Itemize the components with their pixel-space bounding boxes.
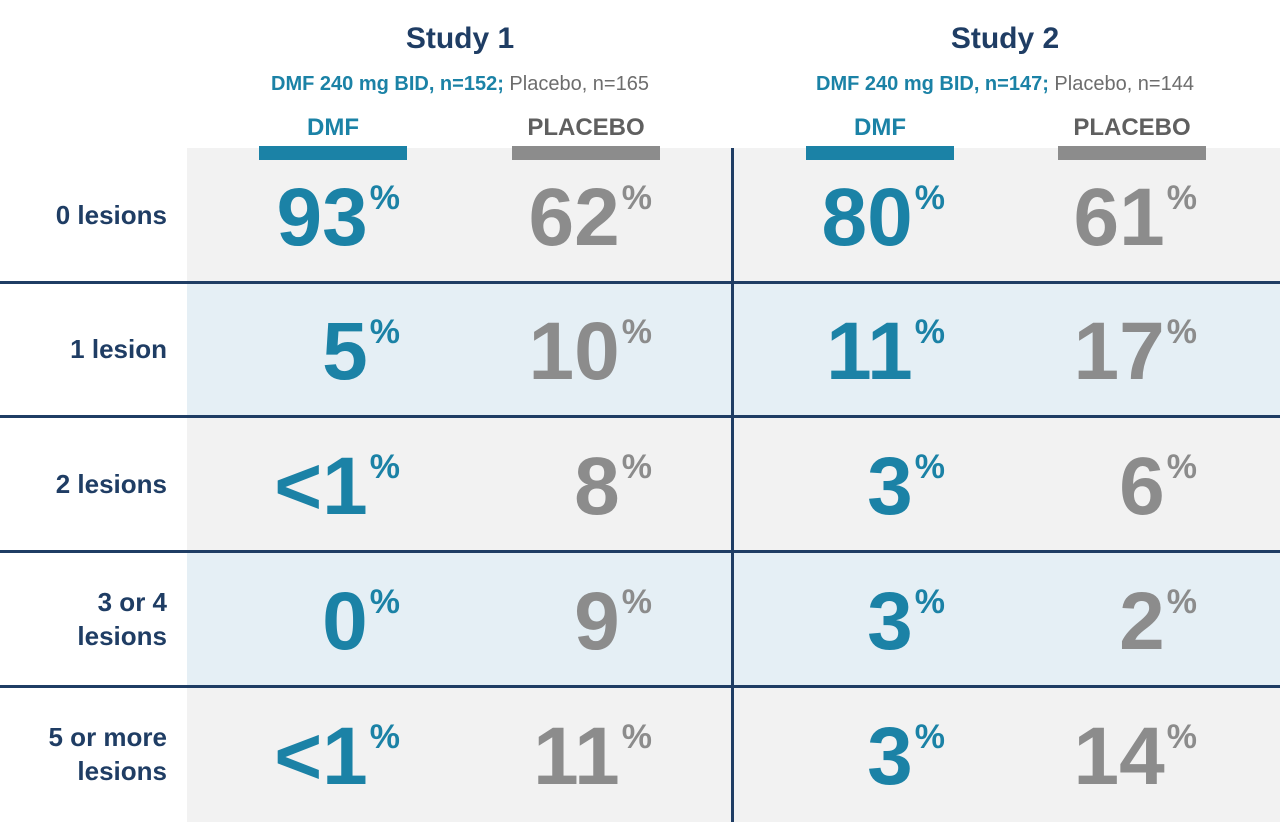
cell-value: 9 <box>574 575 620 667</box>
cell: 62% <box>529 177 652 259</box>
cell-value: 3 <box>867 440 913 532</box>
cell: 8% <box>574 445 652 528</box>
cell-unit: % <box>914 582 945 621</box>
cell-unit: % <box>621 447 652 486</box>
cell: 17% <box>1074 311 1197 393</box>
study-subtitle: DMF 240 mg BID, n=147; Placebo, n=144 <box>725 73 1280 96</box>
cell-unit: % <box>369 447 400 486</box>
cell: 10% <box>529 311 652 393</box>
cell-unit: % <box>914 718 945 756</box>
study-title: Study 2 <box>950 22 1060 55</box>
cell-unit: % <box>1166 313 1197 351</box>
dose-text: DMF 240 mg BID, n=152; <box>271 73 504 95</box>
column-bar <box>259 146 407 160</box>
cell: 2% <box>1119 580 1197 663</box>
cell-unit: % <box>369 718 400 756</box>
cell-value: 80 <box>821 172 913 263</box>
row-label: 3 or 4 lesions <box>77 586 167 651</box>
cell-unit: % <box>621 718 652 756</box>
cell-unit: % <box>1166 179 1197 217</box>
column-label: DMF <box>854 114 906 141</box>
column-bar <box>1058 146 1206 160</box>
study-subtitle: DMF 240 mg BID, n=152; Placebo, n=165 <box>180 73 740 96</box>
cell-unit: % <box>621 179 652 217</box>
cell-unit: % <box>369 179 400 217</box>
placebo-text: Placebo, n=165 <box>509 73 649 95</box>
cell-value: 11 <box>533 711 620 802</box>
cell-unit: % <box>1166 582 1197 621</box>
cell-unit: % <box>1166 718 1197 756</box>
row-divider <box>0 415 1280 418</box>
cell-value: 5 <box>322 306 368 397</box>
cell: <1% <box>274 445 400 528</box>
cell: 80% <box>822 177 945 259</box>
row-label: 0 lesions <box>55 200 167 230</box>
cell-value: 17 <box>1073 306 1165 397</box>
cell: 3% <box>867 716 945 798</box>
study-title: Study 1 <box>405 22 515 55</box>
cell: 93% <box>277 177 400 259</box>
cell: 11% <box>826 311 945 393</box>
cell: 6% <box>1119 445 1197 528</box>
cell-unit: % <box>914 447 945 486</box>
cell-value: 6 <box>1119 440 1165 532</box>
cell: 14% <box>1074 716 1197 798</box>
cell-unit: % <box>369 582 400 621</box>
cell-value: 3 <box>867 711 913 802</box>
cell: 11% <box>533 716 652 798</box>
cell-unit: % <box>914 313 945 351</box>
column-label: PLACEBO <box>527 114 645 141</box>
cell: 61% <box>1074 177 1197 259</box>
cell-value: 3 <box>867 575 913 667</box>
cell-value: 62 <box>528 172 620 263</box>
cell-unit: % <box>369 313 400 351</box>
cell-value: <1 <box>274 440 368 532</box>
column-label: PLACEBO <box>1073 114 1191 141</box>
cell-value: 0 <box>322 575 368 667</box>
cell: <1% <box>274 716 400 798</box>
cell-unit: % <box>914 179 945 217</box>
cell: 9% <box>574 580 652 663</box>
study-divider <box>731 148 734 822</box>
cell-value: 93 <box>276 172 368 263</box>
cell-value: 14 <box>1073 711 1165 802</box>
row-divider <box>0 685 1280 688</box>
row-divider <box>0 281 1280 284</box>
cell: 5% <box>322 311 400 393</box>
cell-value: 11 <box>826 306 913 397</box>
cell: 3% <box>867 580 945 663</box>
dose-text: DMF 240 mg BID, n=147; <box>816 73 1049 95</box>
cell-unit: % <box>621 313 652 351</box>
cell-value: <1 <box>274 711 368 802</box>
column-bar <box>512 146 660 160</box>
cell-value: 8 <box>574 440 620 532</box>
cell-value: 10 <box>528 306 620 397</box>
cell-value: 2 <box>1119 575 1165 667</box>
column-label: DMF <box>307 114 359 141</box>
cell: 0% <box>322 580 400 663</box>
cell-unit: % <box>1166 447 1197 486</box>
column-bar <box>806 146 954 160</box>
cell-value: 61 <box>1073 172 1165 263</box>
cell-unit: % <box>621 582 652 621</box>
row-divider <box>0 550 1280 553</box>
cell: 3% <box>867 445 945 528</box>
placebo-text: Placebo, n=144 <box>1054 73 1194 95</box>
row-label: 1 lesion <box>70 334 167 364</box>
row-label: 2 lesions <box>55 468 167 499</box>
row-label: 5 or more lesions <box>48 722 168 786</box>
